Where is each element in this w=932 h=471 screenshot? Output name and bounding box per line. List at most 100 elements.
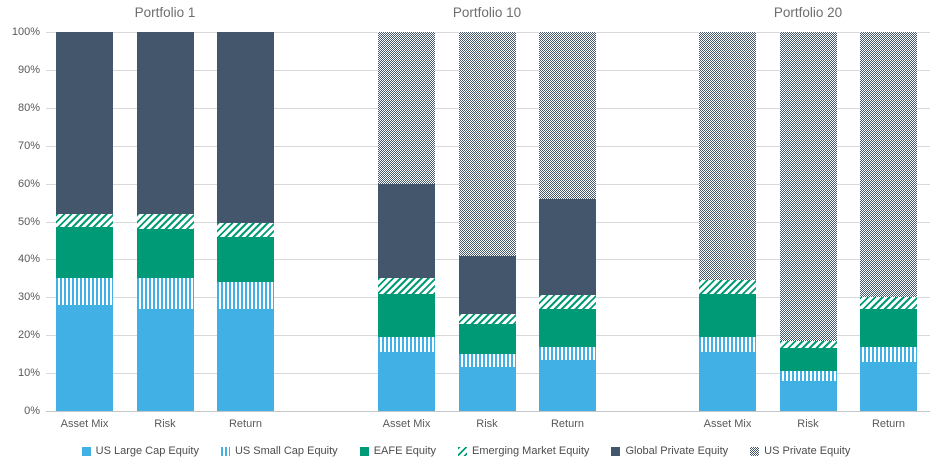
bar-segment-emerging-market-equity (539, 295, 596, 309)
y-axis-tick-label: 80% (17, 101, 40, 114)
bar-portfolio-20-return (860, 32, 917, 411)
bar-segment-us-large-cap-equity (779, 380, 837, 411)
legend-item-eafe-equity: EAFE Equity (359, 445, 437, 457)
legend-item-global-private-equity: Global Private Equity (611, 445, 728, 457)
legend-item-us-private-equity: US Private Equity (750, 445, 850, 457)
y-axis-tick-label: 100% (11, 26, 40, 38)
legend-swatch-eafe-equity (359, 446, 369, 456)
bar-segment-us-private-equity (779, 32, 837, 341)
bar-segment-eafe-equity (539, 308, 596, 347)
bar-segment-us-large-cap-equity (136, 308, 194, 411)
bar-segment-us-small-cap-equity (136, 278, 194, 309)
bar-segment-emerging-market-equity (56, 213, 113, 228)
bar-segment-us-small-cap-equity (779, 371, 837, 381)
bar-segment-eafe-equity (378, 293, 435, 338)
bar-segment-eafe-equity (779, 348, 837, 372)
x-axis-label-risk: Risk (797, 418, 819, 430)
bar-segment-us-private-equity (378, 32, 435, 184)
bar-segment-us-small-cap-equity (217, 282, 274, 309)
x-axis-label-return: Return (550, 418, 585, 430)
x-axis-label-return: Return (228, 418, 263, 430)
legend-label: Emerging Market Equity (472, 445, 590, 457)
bar-segment-us-private-equity (860, 32, 917, 298)
x-axis-label-risk: Risk (476, 418, 498, 430)
bar-portfolio-1-risk (136, 32, 194, 411)
bar-segment-us-small-cap-equity (56, 278, 113, 305)
legend-item-emerging-market-equity: Emerging Market Equity (458, 445, 589, 457)
bar-portfolio-20-asset-mix (699, 32, 756, 411)
bar-segment-us-large-cap-equity (56, 304, 113, 411)
bar-portfolio-10-asset-mix (378, 32, 435, 411)
bar-segment-emerging-market-equity (136, 213, 194, 230)
bar-segment-global-private-equity (539, 198, 596, 296)
group-title-portfolio-1: Portfolio 1 (134, 5, 196, 20)
legend-item-us-large-cap-equity: US Large Cap Equity (81, 445, 199, 457)
legend-swatch-emerging-market-equity (458, 446, 468, 456)
gridline-0 (46, 411, 930, 412)
legend-label: EAFE Equity (373, 445, 437, 457)
x-axis-label-asset-mix: Asset Mix (382, 418, 431, 430)
bar-portfolio-10-return (539, 32, 596, 411)
legend-label: US Large Cap Equity (95, 445, 199, 457)
bar-segment-eafe-equity (217, 236, 274, 283)
bar-segment-us-large-cap-equity (860, 361, 917, 411)
bar-portfolio-10-risk (458, 32, 516, 411)
bar-segment-global-private-equity (56, 32, 113, 214)
bar-portfolio-1-asset-mix (56, 32, 113, 411)
bar-segment-us-small-cap-equity (458, 354, 516, 368)
x-axis-label-return: Return (871, 418, 906, 430)
bar-segment-global-private-equity (378, 183, 435, 279)
legend-swatch-global-private-equity (611, 446, 621, 456)
bar-segment-emerging-market-equity (458, 314, 516, 324)
bar-segment-us-private-equity (458, 32, 516, 256)
legend-label: US Small Cap Equity (234, 445, 338, 457)
bar-segment-us-large-cap-equity (378, 352, 435, 411)
group-title-portfolio-10: Portfolio 10 (452, 5, 522, 20)
bar-segment-eafe-equity (860, 308, 917, 347)
bar-segment-eafe-equity (458, 323, 516, 355)
bar-segment-us-private-equity (699, 32, 756, 281)
group-title-portfolio-20: Portfolio 20 (773, 5, 843, 20)
bar-segment-eafe-equity (56, 227, 113, 279)
y-axis-tick-label: 0% (24, 405, 40, 417)
bar-segment-emerging-market-equity (699, 280, 756, 294)
y-axis-tick-label: 90% (17, 63, 40, 76)
bar-segment-us-small-cap-equity (860, 346, 917, 362)
y-axis-tick-label: 30% (17, 291, 40, 304)
bar-segment-eafe-equity (136, 229, 194, 279)
y-axis-tick-label: 10% (17, 367, 40, 380)
bar-segment-emerging-market-equity (860, 297, 917, 309)
y-axis-tick-label: 40% (17, 253, 40, 266)
bar-segment-emerging-market-equity (378, 278, 435, 294)
bar-segment-us-large-cap-equity (458, 367, 516, 411)
x-axis-label-asset-mix: Asset Mix (703, 418, 752, 430)
y-axis-tick-label: 70% (17, 139, 40, 152)
bar-segment-emerging-market-equity (779, 340, 837, 349)
legend-swatch-us-large-cap-equity (81, 446, 91, 456)
bar-segment-us-small-cap-equity (378, 337, 435, 353)
bar-segment-global-private-equity (217, 32, 274, 224)
bar-portfolio-1-return (217, 32, 274, 411)
bar-segment-emerging-market-equity (217, 223, 274, 237)
y-axis-tick-label: 60% (17, 177, 40, 190)
legend-swatch-us-small-cap-equity (220, 446, 230, 456)
bar-segment-eafe-equity (699, 293, 756, 338)
y-axis-tick-label: 20% (17, 329, 40, 342)
bar-portfolio-20-risk (779, 32, 837, 411)
bar-segment-us-small-cap-equity (699, 337, 756, 353)
legend-label: Global Private Equity (625, 445, 729, 457)
bar-segment-us-private-equity (539, 32, 596, 199)
legend-label: US Private Equity (764, 445, 851, 457)
x-axis-label-asset-mix: Asset Mix (60, 418, 109, 430)
bar-segment-global-private-equity (458, 255, 516, 315)
legend-item-us-small-cap-equity: US Small Cap Equity (220, 445, 338, 457)
bar-segment-us-large-cap-equity (539, 359, 596, 411)
legend: US Large Cap Equity US Small Cap Equity EA… (0, 445, 932, 457)
legend-swatch-us-private-equity (750, 446, 760, 456)
x-axis-label-risk: Risk (154, 418, 176, 430)
bar-segment-us-large-cap-equity (699, 352, 756, 411)
bar-segment-global-private-equity (136, 32, 194, 214)
bar-segment-us-large-cap-equity (217, 308, 274, 411)
y-axis-tick-label: 50% (17, 215, 40, 228)
